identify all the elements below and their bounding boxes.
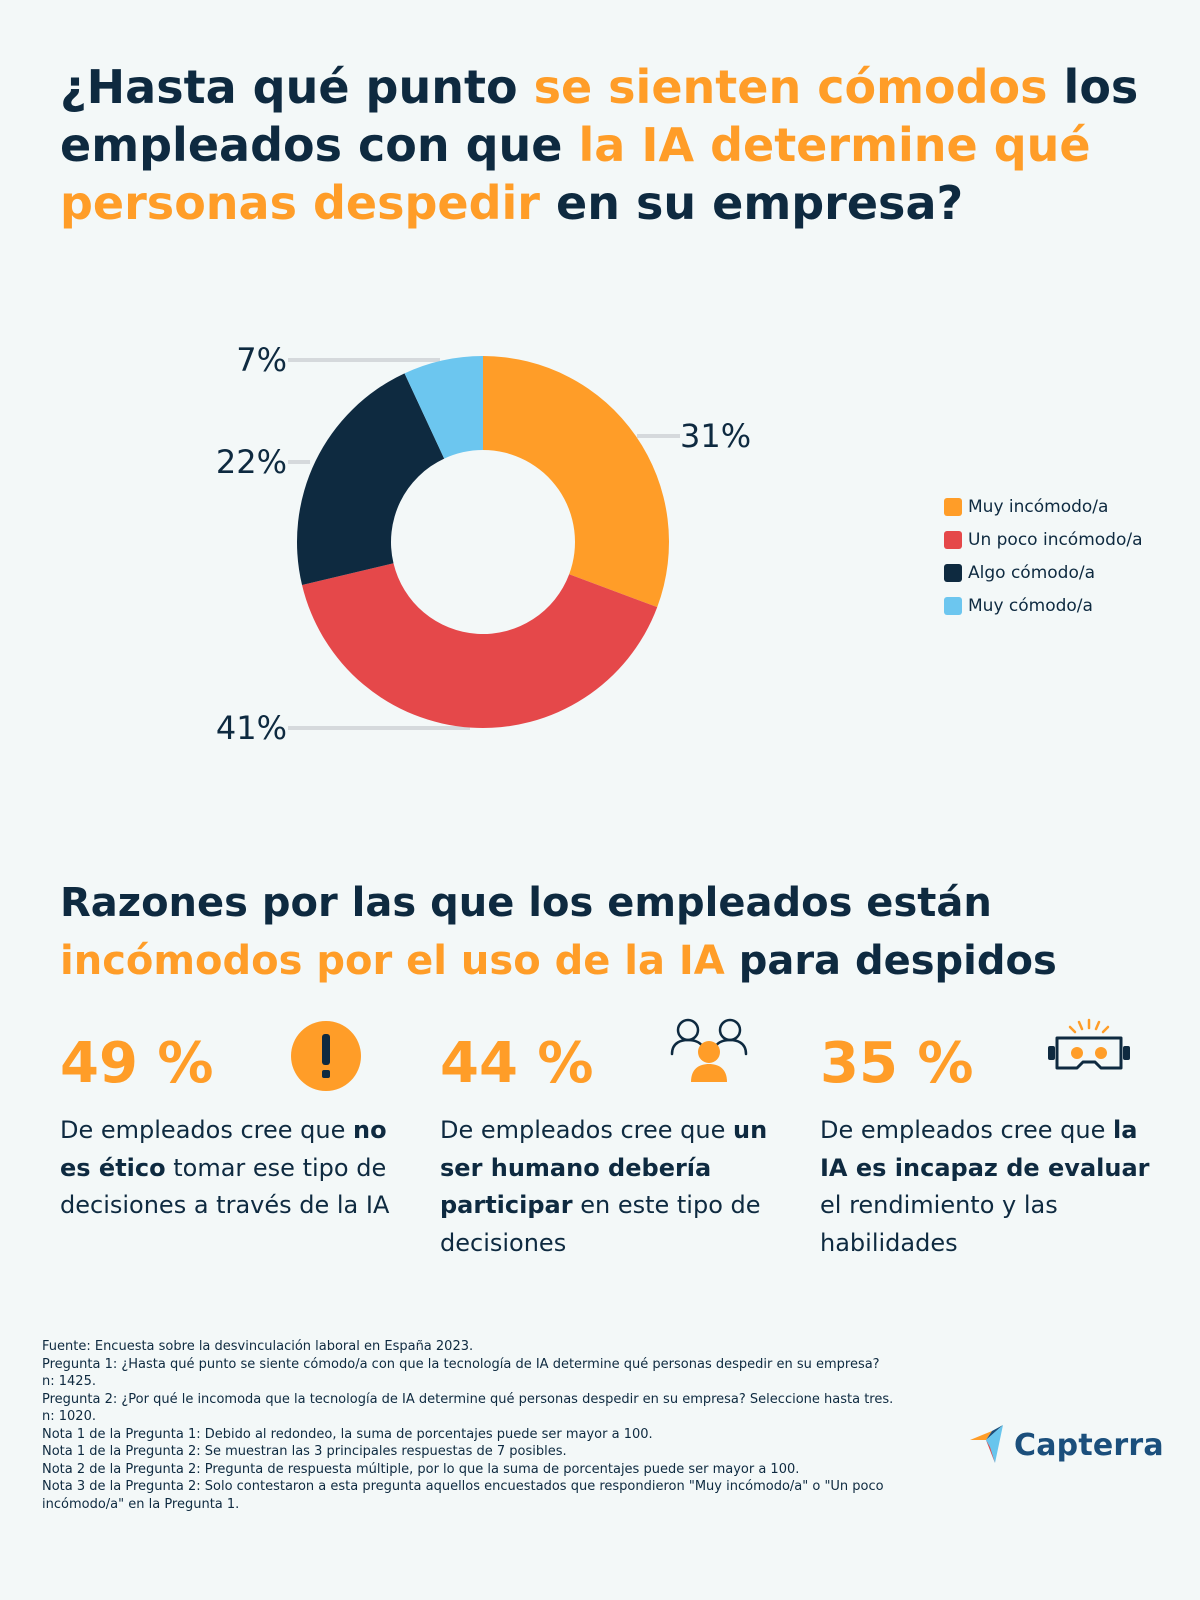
donut-slice-1: [483, 356, 669, 608]
stat-text-bold: un ser humano debería participar: [440, 1116, 768, 1219]
capterra-arrow-icon: [970, 1425, 1003, 1463]
footnote-question-2: Pregunta 2: ¿Por qué le incomoda que la …: [42, 1391, 894, 1407]
legend-label: Muy incómodo/a: [968, 496, 1109, 517]
legend-item: Muy incómodo/a: [944, 490, 1143, 523]
footnotes: Fuente: Encuesta sobre la desvinculación…: [42, 1338, 942, 1513]
stat-description: De empleados cree que un ser humano debe…: [440, 1112, 770, 1262]
exclamation-icon: [291, 1021, 361, 1091]
legend-item: Un poco incómodo/a: [944, 523, 1143, 556]
donut-chart: 31% 41% 22% 7%: [216, 341, 751, 747]
legend-item: Muy cómodo/a: [944, 589, 1143, 622]
footnote-n-1: n: 1425.: [42, 1374, 96, 1389]
section-title-part-1: Razones por las que los empleados están: [60, 880, 992, 926]
legend-label: Un poco incómodo/a: [968, 529, 1143, 550]
logo-text: Capterra: [1014, 1427, 1164, 1463]
section-title-part-2: incómodos por el uso de la IA: [60, 938, 725, 984]
stat-card-evaluation: 35 % De empleados cree que la IA es inca…: [820, 1018, 1150, 1262]
stat-value: 35 %: [820, 1031, 974, 1096]
stat-text-regular: en este tipo de decisiones: [440, 1191, 761, 1257]
legend-swatch: [944, 563, 962, 582]
slice-value-label: 31%: [680, 417, 751, 455]
footnote-note: Nota 3 de la Pregunta 2: Solo contestaro…: [42, 1479, 884, 1512]
footnote-note: Nota 1 de la Pregunta 1: Debido al redon…: [42, 1426, 653, 1442]
slice-value-label: 22%: [216, 443, 287, 481]
title-part-4: la IA determine qué personas despedir: [60, 118, 1091, 230]
stat-value: 49 %: [60, 1031, 214, 1096]
stat-text-regular: tomar ese tipo de decisiones a través de…: [60, 1153, 390, 1220]
title-part-2: se sienten cómodos: [533, 60, 1048, 114]
stat-value: 44 %: [440, 1031, 594, 1096]
footnote-note: Nota 1 de la Pregunta 2: Se muestran las…: [42, 1444, 567, 1459]
legend-swatch: [944, 530, 962, 549]
donut-slice-4: [404, 356, 483, 459]
stat-text-regular: De empleados cree que: [820, 1116, 1113, 1144]
legend-label: Algo cómodo/a: [968, 562, 1095, 583]
stat-description: De empleados cree que no es ético tomar …: [60, 1112, 390, 1225]
chart-legend: Muy incómodo/a Un poco incómodo/a Algo c…: [944, 490, 1143, 622]
footnote-source: Fuente: Encuesta sobre la desvinculación…: [42, 1339, 474, 1354]
stat-description: De empleados cree que la IA es incapaz d…: [820, 1112, 1150, 1262]
section-title: Razones por las que los empleados están …: [60, 874, 1170, 990]
footnote-note: Nota 2 de la Pregunta 2: Pregunta de res…: [42, 1461, 800, 1477]
stat-text-regular: el rendimiento y las habilidades: [820, 1191, 1058, 1257]
donut-chart-area: 31% 41% 22% 7% Muy incómodo/a Un poco incóm…: [0, 300, 1200, 820]
legend-swatch: [944, 497, 962, 516]
title-part-3: los empleados con que: [60, 60, 1139, 172]
slice-value-label: 41%: [216, 709, 287, 747]
stat-text-regular: De empleados cree que: [440, 1116, 733, 1144]
capterra-logo: Capterra: [968, 1425, 1164, 1465]
title-part-1: ¿Hasta qué punto: [60, 60, 534, 114]
legend-swatch: [944, 596, 962, 615]
stat-text-bold: la IA es incapaz de evaluar: [820, 1116, 1150, 1182]
main-title: ¿Hasta qué punto se sienten cómodos los …: [60, 58, 1150, 232]
stat-card-human: 44 % De empleados cree que un ser humano…: [440, 1018, 770, 1262]
donut-slice-2: [302, 563, 658, 729]
vr-headset-icon: [1048, 1018, 1130, 1070]
legend-item: Algo cómodo/a: [944, 556, 1143, 589]
legend-label: Muy cómodo/a: [968, 595, 1093, 616]
section-title-part-3: para despidos: [724, 938, 1057, 984]
donut-slice-3: [297, 373, 445, 585]
stat-text-bold: no es ético: [60, 1116, 387, 1182]
title-part-5: en su empresa?: [540, 176, 964, 230]
people-icon: [670, 1018, 748, 1082]
slice-value-label: 7%: [236, 341, 287, 379]
stat-card-ethics: 49 % De empleados cree que no es ético t…: [60, 1020, 390, 1225]
stat-text-regular: De empleados cree que: [60, 1116, 353, 1144]
footnote-n-2: n: 1020.: [42, 1409, 96, 1424]
footnote-question-1: Pregunta 1: ¿Hasta qué punto se siente c…: [42, 1356, 880, 1372]
